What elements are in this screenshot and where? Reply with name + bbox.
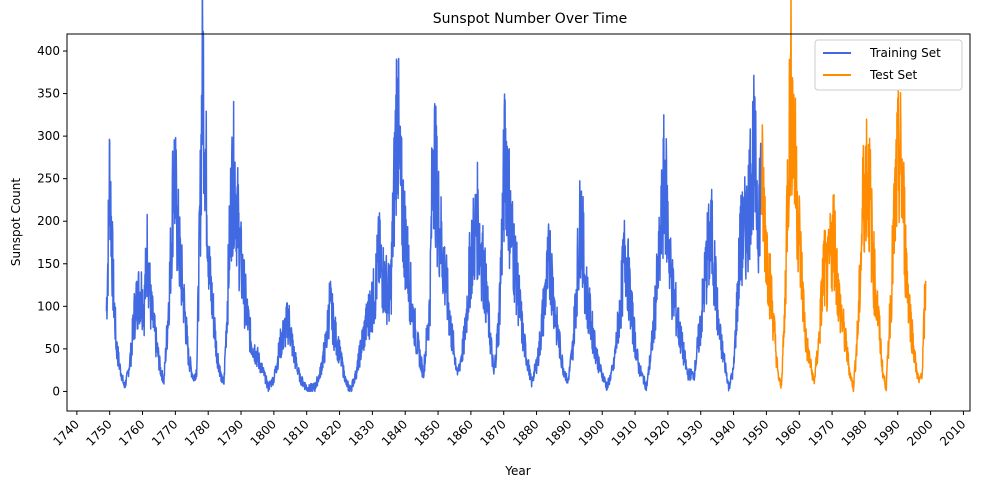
x-tick-label: 1750 [83,417,114,448]
legend-box [814,39,963,91]
y-tick-label: 400 [37,44,60,58]
y-axis-label: Sunspot Count [9,178,23,266]
x-tick-label: 1790 [215,417,246,448]
y-tick-label: 200 [37,214,60,228]
x-tick-label: 1780 [182,417,213,448]
y-tick-label: 0 [52,384,60,398]
x-tick-label: 1960 [773,417,804,448]
x-tick-label: 1850 [412,417,443,448]
x-tick-label: 1740 [50,417,81,448]
x-tick-label: 2010 [937,417,968,448]
x-tick-label: 1770 [149,417,180,448]
x-tick-label: 1930 [674,417,705,448]
x-tick-label: 1880 [510,417,541,448]
legend: Training Set Test Set [814,39,963,91]
series-line-training-set [105,0,763,393]
y-tick-label: 100 [37,299,60,313]
y-tick-label: 50 [45,342,60,356]
x-tick-label: 1810 [280,417,311,448]
x-tick-label: 1980 [839,417,870,448]
x-tick-label: 1910 [609,417,640,448]
chart-title: Sunspot Number Over Time [433,11,627,27]
series-layer [105,0,927,393]
legend-label-test-set: Test Set [869,68,917,82]
plot-frame [66,33,971,412]
x-axis-label: Year [504,464,530,478]
x-tick-label: 1800 [247,417,278,448]
y-tick-label: 150 [37,257,60,271]
x-tick-label: 1900 [576,417,607,448]
x-tick-label: 1950 [740,417,771,448]
x-tick-label: 2000 [904,417,935,448]
x-tick-label: 1990 [871,417,902,448]
x-tick-label: 1920 [642,417,673,448]
x-tick-label: 1940 [707,417,738,448]
x-tick-label: 1860 [445,417,476,448]
legend-label-training-set: Training Set [869,46,941,60]
x-tick-label: 1820 [313,417,344,448]
y-tick-label: 350 [37,87,60,101]
x-tick-label: 1890 [543,417,574,448]
x-tick-label: 1760 [116,417,147,448]
x-tick-label: 1970 [806,417,837,448]
x-tick-label: 1870 [477,417,508,448]
x-tick-label: 1830 [346,417,377,448]
y-tick-label: 300 [37,129,60,143]
y-tick-label: 250 [37,172,60,186]
x-tick-label: 1840 [379,417,410,448]
